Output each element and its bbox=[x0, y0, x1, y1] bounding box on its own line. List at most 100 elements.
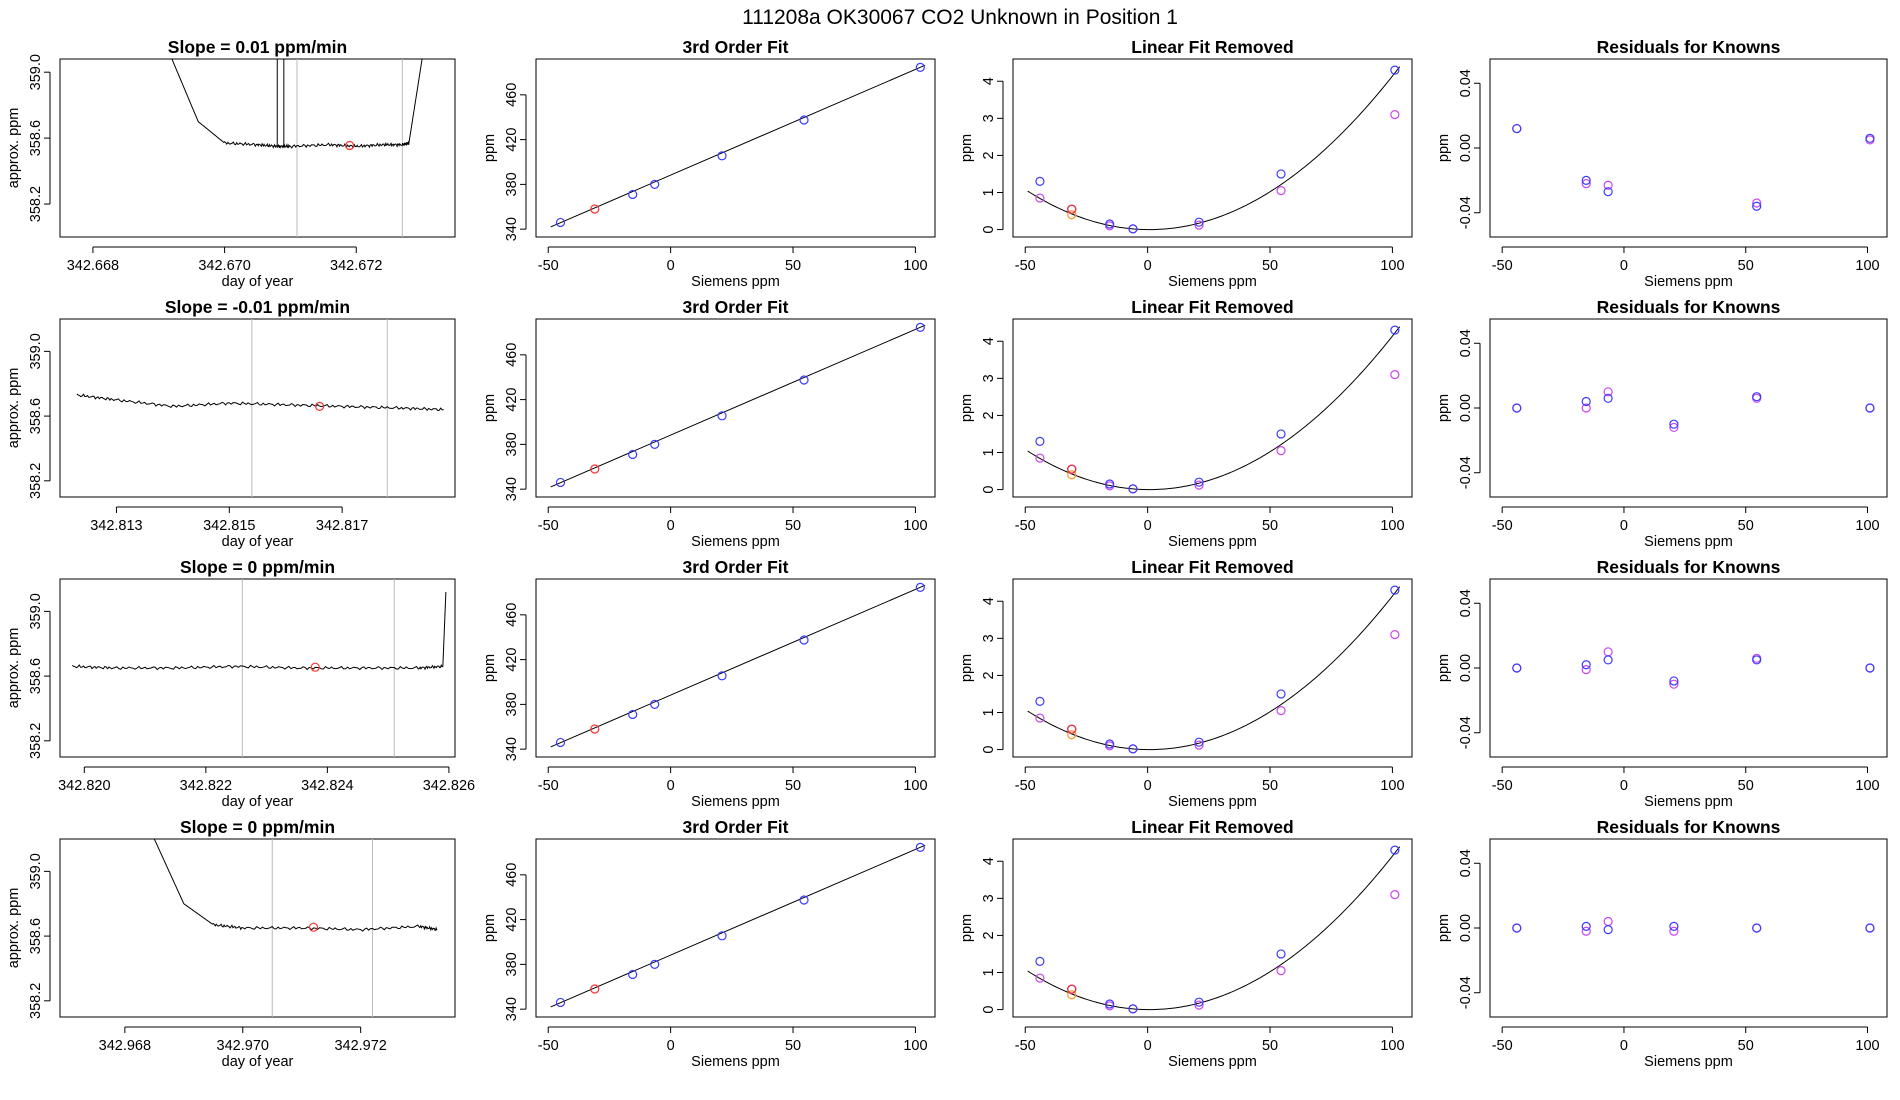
trace-plot-area bbox=[76, 319, 444, 497]
known-standard-point bbox=[1276, 949, 1286, 959]
fit-panel-frame bbox=[535, 578, 936, 758]
fit-xtick-label: -50 bbox=[538, 518, 559, 534]
raw-residual-point bbox=[1035, 453, 1045, 463]
panels-grid: Slope = 0.01 ppm/min 342.668 342.670 342.67… bbox=[6, 37, 1888, 1070]
linear-removed-xlabel: Siemens ppm bbox=[1168, 274, 1257, 290]
known-standard-point bbox=[1276, 169, 1286, 179]
known-standard-point bbox=[799, 115, 809, 125]
unknown-sample-point bbox=[1067, 204, 1077, 214]
known-standard-point bbox=[1035, 696, 1045, 706]
residuals-ytick-label: -0.04 bbox=[1458, 196, 1474, 229]
raw-residual-point bbox=[1390, 370, 1400, 380]
fit-panel: 3rd Order Fit -50 0 50 100 Siemens ppm 340 380 4… bbox=[482, 297, 936, 550]
residuals-ytick-label: -0.04 bbox=[1458, 976, 1474, 1009]
linear-removed-xtick-label: 0 bbox=[1144, 258, 1152, 274]
trace-ytick-label: 358.2 bbox=[28, 186, 44, 222]
linear-removed-ylabel: ppm bbox=[959, 394, 975, 422]
known-standard-point bbox=[1105, 999, 1115, 1009]
known-standard-point bbox=[1390, 325, 1400, 335]
fit-ytick-label: 460 bbox=[504, 83, 520, 107]
residual-point-a bbox=[1669, 676, 1679, 686]
known-standard-point bbox=[555, 217, 566, 228]
residual-point-a bbox=[1865, 133, 1875, 143]
residual-point-a bbox=[1865, 923, 1875, 933]
residuals-xtick-label: 0 bbox=[1620, 518, 1628, 534]
known-standard-point bbox=[717, 411, 727, 421]
linear-removed-ytick-label: 1 bbox=[981, 448, 997, 456]
known-standard-point bbox=[1105, 739, 1115, 749]
residual-point-b bbox=[1603, 387, 1613, 397]
fit-xtick-label: 50 bbox=[785, 258, 801, 274]
fit-xlabel: Siemens ppm bbox=[691, 534, 780, 550]
residuals-ytick-label: 0.04 bbox=[1458, 329, 1474, 357]
linear-removed-xtick-label: -50 bbox=[1015, 778, 1036, 794]
linear-removed-panel-frame bbox=[1012, 578, 1413, 758]
known-standard-point bbox=[555, 737, 566, 748]
fit-panel-frame bbox=[535, 58, 936, 238]
residuals-ytick-label: 0.00 bbox=[1458, 394, 1474, 422]
fit-line bbox=[550, 324, 926, 488]
fit-ytick-label: 340 bbox=[504, 477, 520, 501]
trace-ytick-label: 358.6 bbox=[28, 120, 44, 156]
trace-xlabel: day of year bbox=[222, 534, 294, 550]
fit-xlabel: Siemens ppm bbox=[691, 794, 780, 810]
raw-residual-point bbox=[1194, 480, 1204, 490]
trace-ytick-label: 359.0 bbox=[28, 593, 44, 629]
linear-removed-panel-frame bbox=[1012, 58, 1413, 238]
fit-ytick-label: 340 bbox=[504, 217, 520, 241]
residuals-ytick-label: -0.04 bbox=[1458, 456, 1474, 489]
residual-point-b bbox=[1581, 665, 1591, 675]
known-standard-point bbox=[1194, 217, 1204, 227]
linear-removed-ytick-label: 4 bbox=[981, 857, 997, 865]
linear-removed-xlabel: Siemens ppm bbox=[1168, 794, 1257, 810]
known-standard-point bbox=[628, 189, 638, 200]
trace-ytick-label: 359.0 bbox=[28, 333, 44, 369]
residual-point-a bbox=[1669, 921, 1679, 931]
trace-ylabel: approx. ppm bbox=[6, 368, 22, 449]
known-standard-point bbox=[1194, 477, 1204, 487]
residuals-ytick-label: -0.04 bbox=[1458, 716, 1474, 749]
residual-point-a bbox=[1512, 123, 1522, 134]
linear-removed-xtick-label: 50 bbox=[1262, 518, 1278, 534]
trace-panel-title: Slope = 0 ppm/min bbox=[180, 557, 335, 577]
trace-ytick-label: 359.0 bbox=[28, 54, 44, 90]
linear-removed-ytick-label: 0 bbox=[981, 486, 997, 494]
linear-removed-ylabel: ppm bbox=[959, 914, 975, 942]
linear-removed-ytick-label: 0 bbox=[981, 1006, 997, 1014]
fit-panel: 3rd Order Fit -50 0 50 100 Siemens ppm 340 380 4… bbox=[482, 817, 936, 1070]
trace-panel: Slope = -0.01 ppm/min 342.813 342.815 342.8… bbox=[6, 297, 456, 550]
fit-ylabel: ppm bbox=[482, 914, 498, 942]
unknown-sample-point bbox=[314, 401, 325, 411]
residuals-ytick-label: 0.00 bbox=[1458, 134, 1474, 162]
residuals-xtick-label: -50 bbox=[1492, 518, 1513, 534]
residuals-ytick-label: 0.00 bbox=[1458, 654, 1474, 682]
unknown-sample-point bbox=[590, 204, 600, 214]
trace-ytick-label: 358.2 bbox=[28, 463, 44, 499]
residuals-xtick-label: 50 bbox=[1738, 258, 1754, 274]
residuals-panel: Residuals for Knowns -50 0 50 100 Siemens ppm… bbox=[1436, 817, 1888, 1070]
linear-removed-ytick-label: 0 bbox=[981, 226, 997, 234]
trace-xtick-label: 342.668 bbox=[67, 258, 119, 274]
residual-point-a bbox=[1669, 419, 1679, 429]
trace-plot-area bbox=[171, 59, 423, 237]
raw-residual-point bbox=[1390, 890, 1400, 900]
residuals-ytick-label: 0.04 bbox=[1458, 69, 1474, 97]
residual-point-a bbox=[1603, 655, 1613, 665]
fit-ylabel: ppm bbox=[482, 654, 498, 682]
known-standard-point bbox=[799, 895, 809, 905]
unknown-alt-point bbox=[1067, 470, 1077, 480]
trace-line bbox=[71, 591, 447, 671]
unknown-sample-point bbox=[1067, 724, 1077, 734]
quadratic-curve bbox=[1027, 326, 1401, 491]
residuals-panel: Residuals for Knowns -50 0 50 100 Siemens ppm… bbox=[1436, 297, 1888, 550]
fit-xtick-label: 100 bbox=[903, 778, 927, 794]
residuals-panel-title: Residuals for Knowns bbox=[1597, 557, 1781, 577]
known-standard-point bbox=[1128, 484, 1138, 494]
residual-point-a bbox=[1752, 392, 1762, 402]
fit-ytick-label: 420 bbox=[504, 648, 520, 672]
linear-removed-panel-title: Linear Fit Removed bbox=[1131, 297, 1293, 317]
known-standard-point bbox=[650, 959, 660, 969]
trace-panel-title: Slope = 0 ppm/min bbox=[180, 817, 335, 837]
known-standard-point bbox=[1035, 436, 1045, 446]
